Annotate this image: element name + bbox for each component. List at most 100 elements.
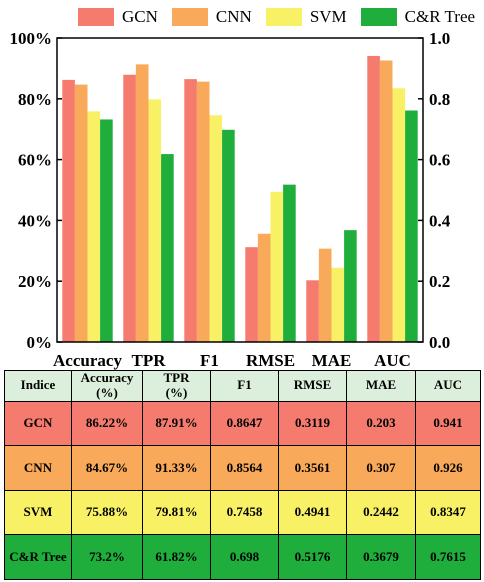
legend-swatch-cnn <box>171 8 208 26</box>
bar-cnn-accuracy <box>74 84 88 342</box>
header-cell: MAE <box>346 370 416 402</box>
legend-label-svm: SVM <box>309 7 347 26</box>
left-tick-label: 0% <box>27 333 53 352</box>
legend-swatch-svm <box>265 8 302 26</box>
left-tick-label: 20% <box>18 272 52 291</box>
bar-c-r-tree-mae <box>344 230 357 342</box>
x-tick-label: TPR <box>132 351 167 370</box>
bar-cnn-rmse <box>257 233 271 342</box>
header-text: Indice <box>20 377 56 393</box>
bar-gcn-auc <box>367 55 380 342</box>
bar-cnn-auc <box>379 60 393 342</box>
legend-item-cnn: CNN <box>171 7 252 27</box>
right-tick-label: 0.4 <box>429 211 451 230</box>
right-tick-label: 0.6 <box>429 151 450 170</box>
right-tick-label: 1.0 <box>429 29 450 48</box>
legend-swatch-gcn <box>78 8 114 26</box>
table-cell: 0.3119 <box>278 400 347 447</box>
bar-svm-accuracy <box>87 111 101 342</box>
table-cell: 0.8347 <box>415 489 481 536</box>
table-cell: 0.8647 <box>210 400 279 447</box>
legend-label-cr-tree: C&R Tree <box>404 7 476 26</box>
x-tick-label: AUC <box>374 351 411 370</box>
header-unit: (%) <box>96 384 118 400</box>
bar-chart: 0% 0.0 20% 0.2 40% 0.4 60% 0.6 80% 0.8 100% 1.0 Accu… <box>10 29 451 370</box>
legend: GCN CNN SVM C&R Tree <box>78 6 484 28</box>
x-tick-label: F1 <box>200 351 219 370</box>
header-text: Accuracy <box>80 370 134 385</box>
table-row: C&R Tree 73.2% 61.82% 0.698 0.5176 0.367… <box>4 534 481 580</box>
table-header-row: Indice Accuracy (%) TPR (%) F1 RMSE MAE AU… <box>4 370 481 402</box>
left-tick-label: 60% <box>18 151 52 170</box>
legend-swatch-cr-tree <box>360 8 397 26</box>
table-cell: 86.22% <box>71 400 143 447</box>
x-tick-label: Accuracy <box>53 351 122 370</box>
bar-c-r-tree-f1 <box>222 129 235 342</box>
header-text: RMSE <box>293 377 332 393</box>
bar-cnn-mae <box>318 248 332 342</box>
bar-gcn-rmse <box>245 247 258 342</box>
left-tick-label: 80% <box>18 90 52 109</box>
left-tick-label: 40% <box>18 211 52 230</box>
header-cell: RMSE <box>278 370 347 402</box>
table-row: SVM 75.88% 79.81% 0.7458 0.4941 0.2442 0… <box>4 489 481 536</box>
bar-svm-rmse <box>270 191 284 342</box>
header-cell: Accuracy (%) <box>71 370 143 402</box>
header-cell: TPR (%) <box>142 370 211 402</box>
header-cell: Indice <box>4 370 72 402</box>
header-cell: AUC <box>415 370 481 402</box>
table-cell: 61.82% <box>142 534 211 580</box>
bar-c-r-tree-tpr <box>161 154 174 342</box>
table-cell: 0.698 <box>210 534 279 580</box>
table-cell: 79.81% <box>142 489 211 536</box>
table-cell: 84.67% <box>71 445 143 491</box>
plot-frame <box>56 37 424 343</box>
table-cell: GCN <box>4 400 72 447</box>
table-cell: 0.2442 <box>346 489 416 536</box>
table-cell: 91.33% <box>142 445 211 491</box>
x-tick-label: RMSE <box>246 351 295 370</box>
legend-item-svm: SVM <box>265 7 347 27</box>
table-cell: 87.91% <box>142 400 211 447</box>
bar-gcn-mae <box>306 280 319 342</box>
x-tick-label: MAE <box>312 351 352 370</box>
table-row: CNN 84.67% 91.33% 0.8564 0.3561 0.307 0.… <box>4 445 481 491</box>
bar-svm-mae <box>331 267 345 342</box>
bar-c-r-tree-rmse <box>283 184 296 342</box>
header-text: MAE <box>365 377 397 393</box>
table-cell: 0.941 <box>415 400 481 447</box>
legend-item-gcn: GCN <box>78 7 158 27</box>
table-cell: 0.7615 <box>415 534 481 580</box>
table-cell: 0.5176 <box>278 534 347 580</box>
bar-svm-auc <box>392 88 406 342</box>
legend-item-cr-tree: C&R Tree <box>360 7 476 27</box>
table-cell: 0.8564 <box>210 445 279 491</box>
header-unit: (%) <box>165 384 188 400</box>
bar-cnn-f1 <box>196 81 210 343</box>
header-cell: F1 <box>210 370 279 402</box>
bar-svm-tpr <box>148 99 162 342</box>
table-cell: 0.926 <box>415 445 481 491</box>
bar-gcn-f1 <box>184 79 197 342</box>
table-cell: 0.7458 <box>210 489 279 536</box>
left-tick-label: 100% <box>10 29 53 48</box>
right-tick-label: 0.2 <box>429 272 450 291</box>
header-text: F1 <box>237 377 252 393</box>
bar-cnn-tpr <box>135 64 149 343</box>
axes-group: 0% 0.0 20% 0.2 40% 0.4 60% 0.6 80% 0.8 100% 1.0 Accu… <box>10 29 451 370</box>
legend-label-gcn: GCN <box>122 7 158 26</box>
table-cell: C&R Tree <box>4 534 72 580</box>
table-cell: 0.3679 <box>346 534 416 580</box>
bar-svm-f1 <box>209 115 223 342</box>
legend-label-cnn: CNN <box>215 7 252 26</box>
bar-c-r-tree-auc <box>405 110 418 342</box>
table-row: GCN 86.22% 87.91% 0.8647 0.3119 0.203 0.… <box>4 400 481 447</box>
table-cell: 0.307 <box>346 445 416 491</box>
table-cell: CNN <box>4 445 72 491</box>
right-tick-label: 0.0 <box>429 333 450 352</box>
bars-group <box>62 55 418 343</box>
table-cell: 75.88% <box>71 489 143 536</box>
table-cell: 0.3561 <box>278 445 347 491</box>
table-cell: SVM <box>4 489 72 536</box>
table-cell: 73.2% <box>71 534 143 580</box>
